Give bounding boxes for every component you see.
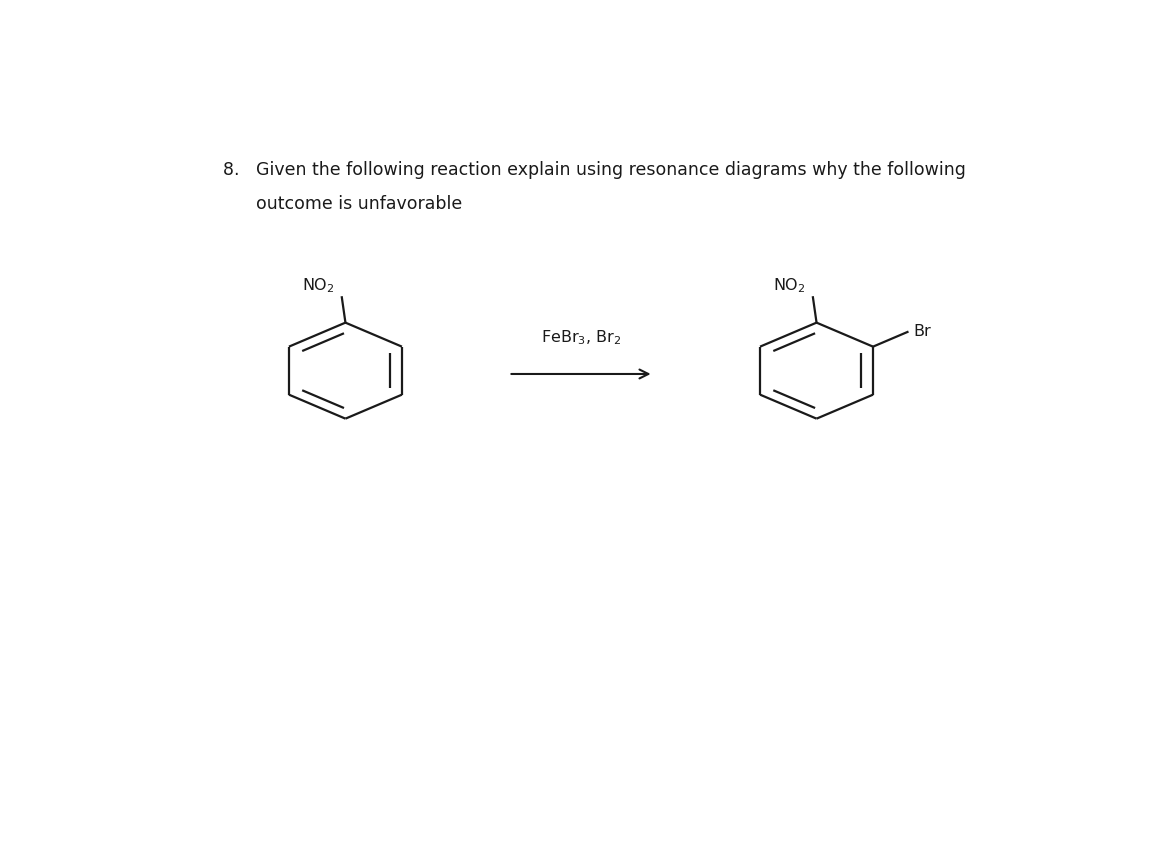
- Text: NO$_2$: NO$_2$: [773, 276, 805, 295]
- Text: NO$_2$: NO$_2$: [302, 276, 334, 295]
- Text: 8.   Given the following reaction explain using resonance diagrams why the follo: 8. Given the following reaction explain …: [223, 160, 966, 178]
- Text: FeBr$_3$, Br$_2$: FeBr$_3$, Br$_2$: [541, 328, 621, 347]
- Text: outcome is unfavorable: outcome is unfavorable: [223, 195, 463, 213]
- Text: Br: Br: [913, 325, 931, 339]
